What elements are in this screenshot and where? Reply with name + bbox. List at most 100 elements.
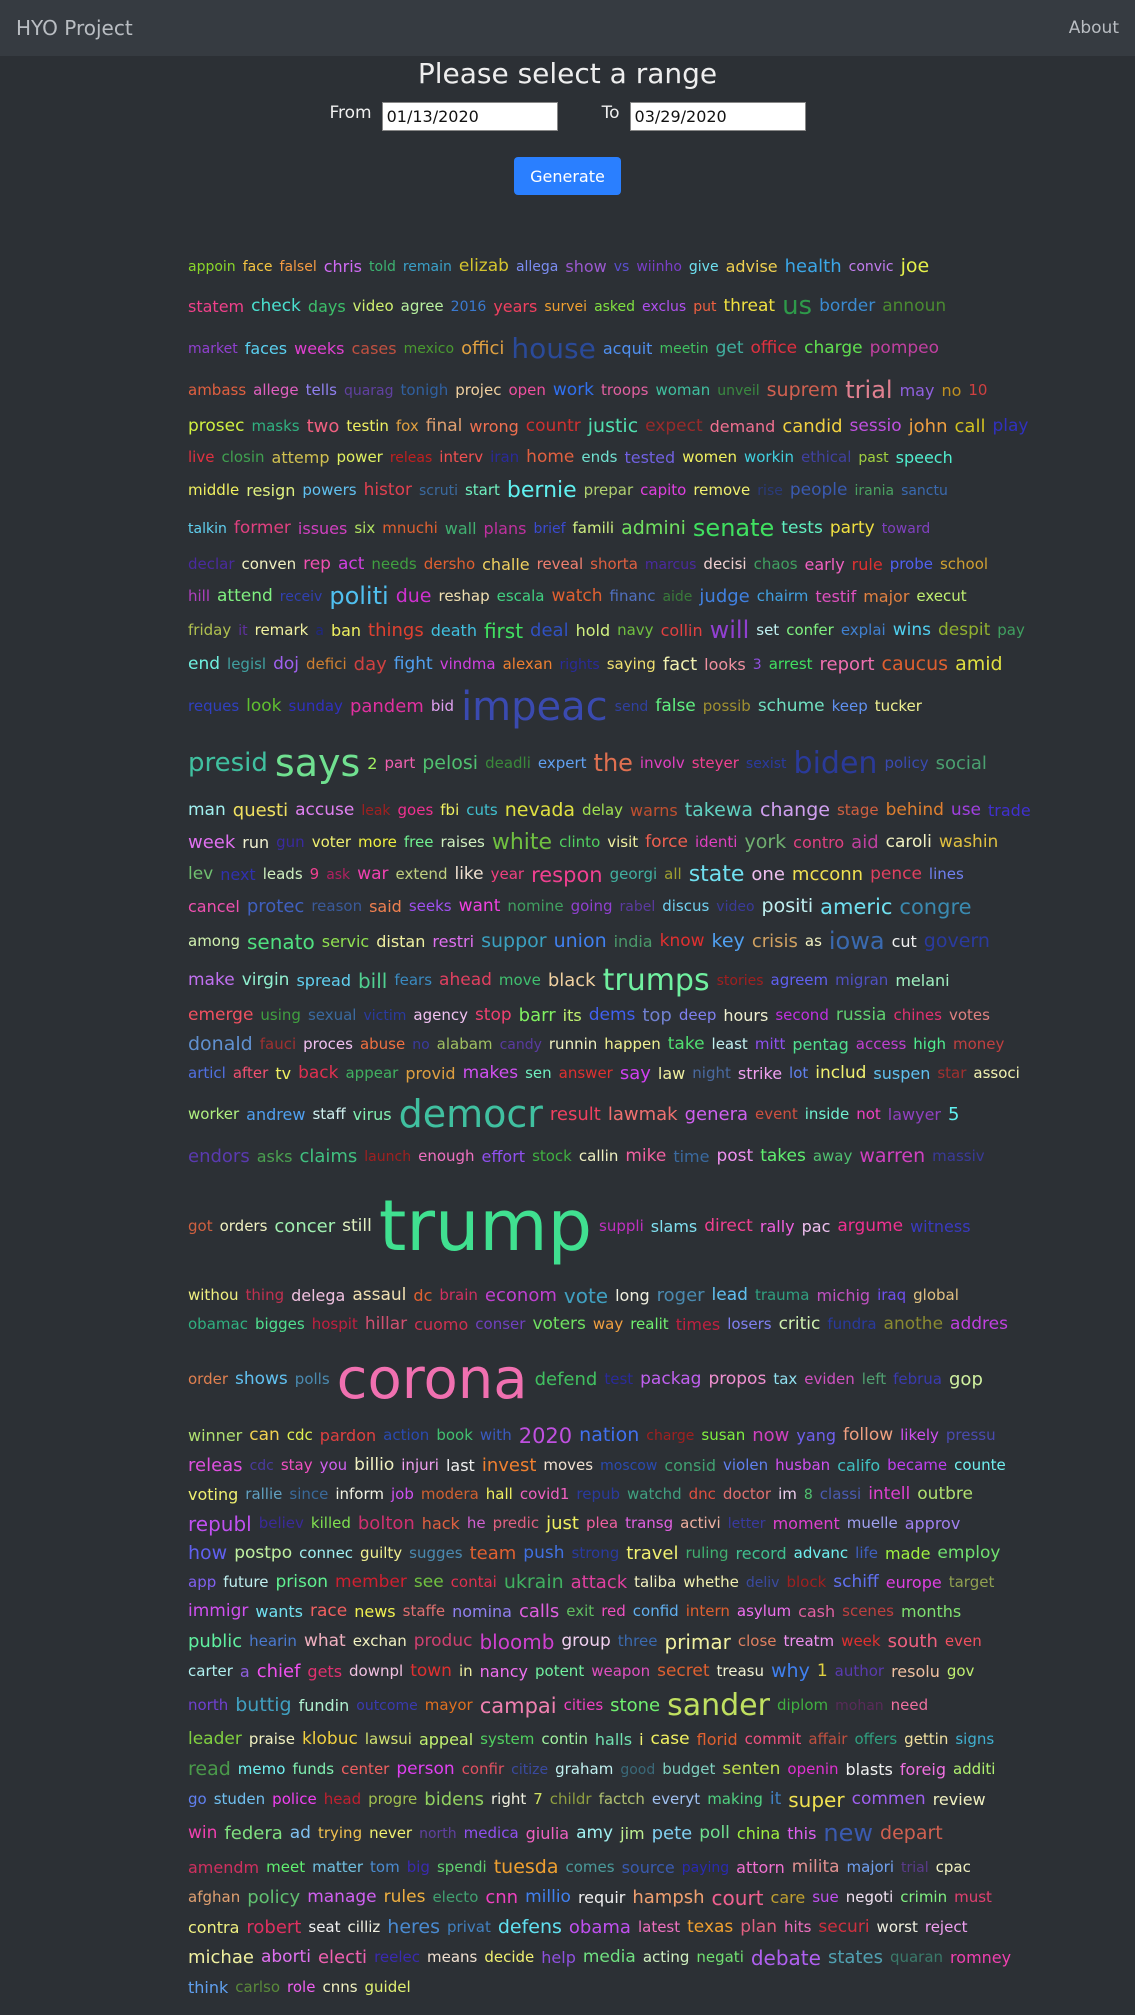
word-cloud-word: 2016 [450,298,487,315]
brand-logo[interactable]: HYO Project [16,16,133,40]
word-cloud-word: border [819,296,876,317]
word-cloud-line: make virgin spread bill fears ahead move black t… [188,961,950,1001]
word-cloud-word: chris [323,256,363,276]
word-cloud-word: said [369,896,402,916]
word-cloud-word: callin [578,1147,619,1166]
word-cloud-word: brief [533,520,566,537]
word-cloud-word: global [913,1286,959,1305]
word-cloud-word: florid [696,1729,738,1749]
word-cloud-word: spread [296,970,351,990]
word-cloud-word: super [788,1787,845,1812]
word-cloud-word: carter [188,1662,233,1681]
word-cloud-line: afghan policy manage rules electo cnn millio re… [188,1883,992,1913]
word-cloud-word: meet [266,1858,306,1877]
word-cloud-word: good [620,1761,656,1778]
word-cloud-word: mnuchi [382,519,438,538]
word-cloud-word: know [659,931,705,952]
word-cloud-word: john [908,415,948,437]
word-cloud-word: years [493,296,538,316]
word-cloud-word: associ [973,1064,1020,1083]
word-cloud-word: go [188,1790,207,1809]
word-cloud-word: anothe [883,1314,944,1335]
word-cloud-word: with [479,1426,512,1445]
word-cloud-word: offici [461,337,505,359]
word-cloud-line: friday it remark a ban things death first deal ho… [188,613,1025,649]
word-cloud-word: federa [224,1822,283,1844]
word-cloud-word: watchd [627,1485,682,1504]
word-cloud-word: caroli [885,832,932,853]
word-cloud-word: push [523,1543,565,1564]
word-cloud-word: chines [893,1006,942,1025]
word-cloud-word: vs [613,258,630,275]
word-cloud-word: crisis [751,930,798,952]
word-cloud-word: no [412,1036,430,1053]
word-cloud-word: vote [563,1283,609,1308]
word-cloud-word: court [711,1885,764,1910]
word-cloud-word: record [735,1543,787,1563]
word-cloud-word: follow [843,1425,894,1446]
word-cloud-word: black [547,969,596,991]
word-cloud-word: launch [364,1148,412,1165]
from-date-input[interactable] [381,102,558,131]
word-cloud-word: charge [646,1427,695,1444]
word-cloud-word: chief [256,1660,301,1682]
word-cloud-word: praise [248,1730,295,1749]
word-cloud-word: part [384,754,416,773]
word-cloud-word: things [368,619,424,641]
word-cloud-word: it [769,1789,782,1810]
word-cloud-word: dc [413,1285,433,1305]
word-cloud-word: life [855,1544,879,1563]
word-cloud-word: restri [432,931,475,951]
word-cloud-word: delay [582,801,624,820]
word-cloud-word: bill [357,968,388,993]
word-cloud-word: lawyer [887,1104,941,1124]
word-cloud-line: reques look sunday pandem bid impeac send false… [188,681,948,733]
word-cloud-word: virus [352,1104,392,1124]
word-cloud-line: middle resign powers histor scruti start berni… [188,473,948,509]
word-cloud-word: party [829,518,875,539]
word-cloud-word: rallie [245,1485,283,1504]
about-link[interactable]: About [1068,18,1119,38]
word-cloud-word: check [251,296,301,317]
generate-button[interactable]: Generate [514,157,621,195]
word-cloud-line: got orders concer still trump suppli slams dire… [188,1173,971,1281]
word-cloud-word: months [900,1601,962,1621]
word-cloud-line: voting rallie since inform job modera hall covi… [188,1481,973,1509]
word-cloud-word: confer [786,621,834,640]
word-cloud-word: play [992,416,1029,437]
word-cloud-word: 10 [968,381,988,400]
word-cloud-line: talkin former issues six mnuchi wall plans brie… [188,509,948,549]
word-cloud-word: order [188,1370,228,1389]
word-cloud-word: announ [882,296,947,317]
word-cloud-word: tuesda [493,1856,559,1879]
word-cloud-word: millio [525,1887,571,1908]
word-cloud-line: lev next leads 9 ask war extend like year respon g… [188,859,964,891]
word-cloud-word: defend [534,1368,598,1390]
word-cloud-line: leader praise klobuc lawsui appeal system cont… [188,1725,994,1755]
word-cloud-word: worst [876,1918,918,1937]
word-cloud-word: conven [241,555,297,574]
word-cloud-word: like [454,864,484,885]
word-cloud-word: schume [757,696,825,717]
word-cloud-word: crimin [900,1888,948,1907]
word-cloud-word: trial [901,1859,929,1876]
word-cloud-line: how postpo connec guilty sugges team push stron… [188,1539,1000,1569]
word-cloud-word: money [953,1035,1005,1054]
word-cloud-word: tells [305,381,337,400]
to-date-input[interactable] [629,102,806,131]
word-cloud-word: aide [662,588,693,605]
word-cloud-word: head [323,1790,362,1809]
word-cloud-word: escala [496,587,545,606]
word-cloud-word: race [310,1601,348,1622]
word-cloud-word: all [664,865,682,884]
word-cloud-word: hits [784,1918,812,1937]
word-cloud-word: countr [525,416,581,437]
word-cloud-word: moves [543,1456,594,1475]
word-cloud-word: fundra [827,1315,877,1334]
word-cloud-word: releas [389,449,433,466]
word-cloud-word: virgin [241,970,290,991]
word-cloud-word: hours [723,1005,769,1025]
word-cloud-word: week [188,831,236,853]
word-cloud-word: warns [630,800,678,820]
word-cloud-word: call [954,415,986,437]
